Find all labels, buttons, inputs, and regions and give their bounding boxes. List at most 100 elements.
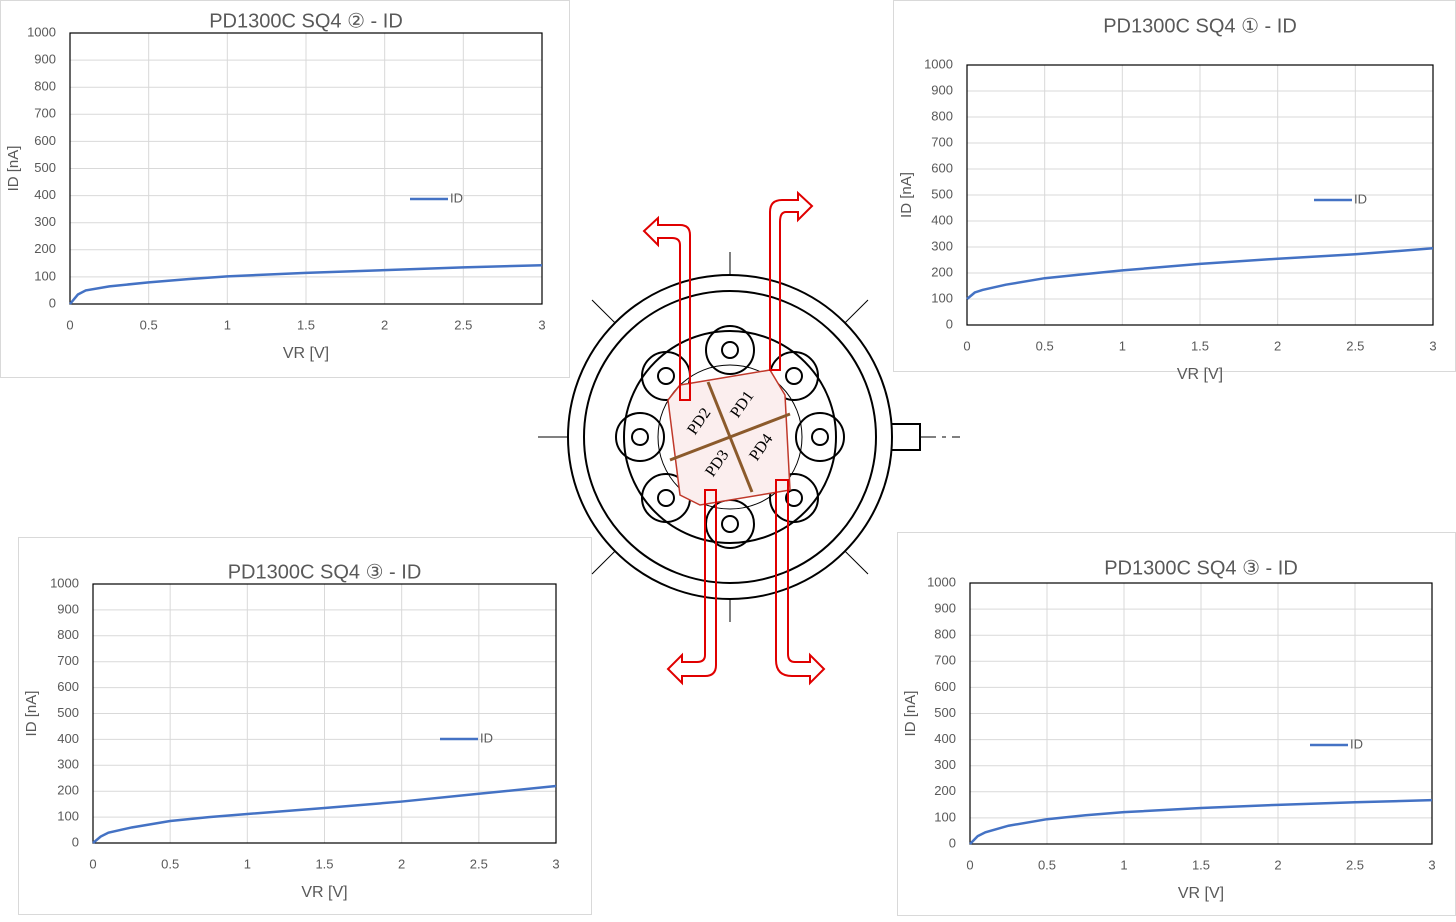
x-tick-label: 1.5 <box>297 317 315 332</box>
x-tick-label: 0.5 <box>1036 338 1054 353</box>
x-tick-label: 3 <box>1428 857 1435 872</box>
chart-panel: 0 100 200 300 400 500 600 700 800 900 1000 0 0.5 1 1.5… <box>18 537 592 915</box>
y-tick-label: 100 <box>931 290 953 305</box>
y-tick-label: 300 <box>931 238 953 253</box>
y-tick-label: 1000 <box>924 56 953 71</box>
y-tick-label: 700 <box>931 134 953 149</box>
legend-label: ID <box>480 730 493 745</box>
y-tick-label: 0 <box>72 834 79 849</box>
y-tick-label: 500 <box>57 705 79 720</box>
x-tick-label: 2.5 <box>1346 857 1364 872</box>
x-tick-label: 2.5 <box>1346 338 1364 353</box>
panel-frame <box>0 0 570 378</box>
x-tick-label: 3 <box>538 317 545 332</box>
y-tick-label: 900 <box>57 601 79 616</box>
y-axis-label: ID [nA] <box>898 172 915 218</box>
y-tick-label: 400 <box>931 212 953 227</box>
panel-frame <box>18 537 592 915</box>
y-tick-label: 1000 <box>927 574 956 589</box>
x-tick-label: 1.5 <box>1191 338 1209 353</box>
x-axis-label: VR [V] <box>283 345 329 362</box>
y-tick-label: 700 <box>934 653 956 668</box>
y-tick-label: 800 <box>57 627 79 642</box>
y-tick-label: 1000 <box>27 24 56 39</box>
y-tick-label: 600 <box>57 679 79 694</box>
panel-frame <box>893 0 1456 372</box>
arrows <box>642 190 826 686</box>
x-tick-label: 2.5 <box>454 317 472 332</box>
x-tick-label: 0.5 <box>140 317 158 332</box>
legend-label: ID <box>1354 191 1367 206</box>
x-tick-label: 2.5 <box>470 856 488 871</box>
plot-frame <box>969 582 1433 845</box>
sensor-diagram <box>538 190 960 686</box>
ring <box>657 364 803 510</box>
plot-frame <box>92 583 557 844</box>
chart-panel: 0 100 200 300 400 500 600 700 800 900 1000 0 0.5 1 1.5… <box>897 532 1456 916</box>
x-tick-label: 0 <box>963 338 970 353</box>
y-tick-label: 700 <box>57 653 79 668</box>
y-tick-label: 0 <box>49 295 56 310</box>
y-axis-label: ID [nA] <box>902 691 919 737</box>
x-axis-label: VR [V] <box>1177 366 1223 383</box>
y-tick-label: 700 <box>34 106 56 121</box>
y-tick-label: 900 <box>931 82 953 97</box>
x-tick-label: 2 <box>381 317 388 332</box>
y-tick-label: 0 <box>949 835 956 850</box>
data-line <box>969 798 1433 845</box>
x-tick-label: 2 <box>398 856 405 871</box>
y-tick-label: 300 <box>34 214 56 229</box>
y-tick-label: 200 <box>931 264 953 279</box>
y-tick-label: 900 <box>934 601 956 616</box>
y-tick-label: 100 <box>934 809 956 824</box>
divider <box>706 381 754 493</box>
x-tick-label: 1 <box>1120 857 1127 872</box>
y-tick-label: 500 <box>34 160 56 175</box>
y-tick-label: 500 <box>931 186 953 201</box>
y-tick-label: 900 <box>34 52 56 67</box>
x-tick-label: 1 <box>1119 338 1126 353</box>
chart-title: PD1300C SQ4 ① - ID <box>1103 15 1297 37</box>
x-tick-label: 1 <box>244 856 251 871</box>
y-tick-label: 600 <box>934 679 956 694</box>
y-axis-label: ID [nA] <box>5 146 22 192</box>
panel-frame <box>897 532 1456 916</box>
y-tick-label: 800 <box>931 108 953 123</box>
y-tick-label: 100 <box>34 268 56 283</box>
chart-title: PD1300C SQ4 ② - ID <box>209 10 403 32</box>
data-line <box>966 247 1434 300</box>
x-tick-label: 1.5 <box>315 856 333 871</box>
x-axis-label: VR [V] <box>1178 885 1224 902</box>
plot-frame <box>966 64 1434 326</box>
y-tick-label: 200 <box>34 241 56 256</box>
ring <box>623 330 837 544</box>
y-tick-label: 200 <box>57 783 79 798</box>
chart-panel: 0 100 200 300 400 500 600 700 800 900 1000 0 0.5 1 1.5… <box>0 0 570 378</box>
y-tick-label: 300 <box>934 757 956 772</box>
y-tick-label: 400 <box>934 731 956 746</box>
y-tick-label: 100 <box>57 809 79 824</box>
y-tick-label: 200 <box>934 783 956 798</box>
x-axis-label: VR [V] <box>301 884 347 901</box>
x-tick-label: 2 <box>1274 857 1281 872</box>
x-tick-label: 1.5 <box>1192 857 1210 872</box>
y-tick-label: 600 <box>34 133 56 148</box>
data-line <box>92 784 557 844</box>
x-tick-label: 1 <box>224 317 231 332</box>
legend-label: ID <box>1350 736 1363 751</box>
chart-title: PD1300C SQ4 ③ - ID <box>228 561 422 583</box>
data-line <box>69 263 543 305</box>
y-tick-label: 1000 <box>50 575 79 590</box>
chart-title: PD1300C SQ4 ③ - ID <box>1104 557 1298 579</box>
x-tick-label: 0.5 <box>161 856 179 871</box>
y-tick-label: 600 <box>931 160 953 175</box>
ring <box>583 290 877 584</box>
chart-panel: 0 100 200 300 400 500 600 700 800 900 1000 0 0.5 1 1.5… <box>893 0 1456 383</box>
x-tick-label: 2 <box>1274 338 1281 353</box>
y-axis-label: ID [nA] <box>23 691 40 737</box>
x-tick-label: 0.5 <box>1038 857 1056 872</box>
y-tick-label: 400 <box>34 187 56 202</box>
y-tick-label: 800 <box>34 79 56 94</box>
plot-frame <box>69 32 543 305</box>
